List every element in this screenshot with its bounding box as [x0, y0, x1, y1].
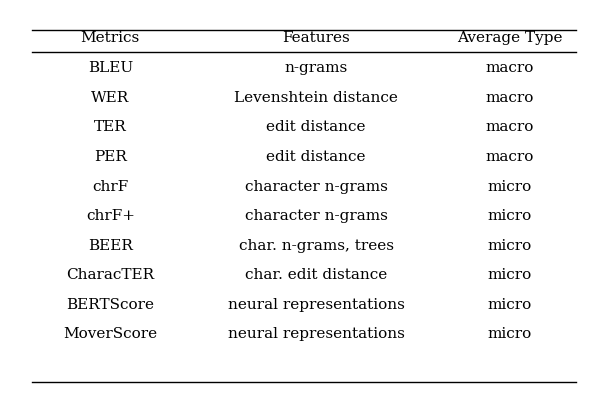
- Text: edit distance: edit distance: [266, 120, 366, 134]
- Text: BERTScore: BERTScore: [66, 298, 154, 312]
- Text: micro: micro: [488, 298, 532, 312]
- Text: micro: micro: [488, 328, 532, 341]
- Text: macro: macro: [486, 61, 534, 75]
- Text: PER: PER: [94, 150, 126, 164]
- Text: Average Type: Average Type: [457, 31, 562, 45]
- Text: micro: micro: [488, 209, 532, 223]
- Text: character n-grams: character n-grams: [244, 180, 387, 193]
- Text: neural representations: neural representations: [227, 328, 404, 341]
- Text: TER: TER: [94, 120, 126, 134]
- Text: BLEU: BLEU: [88, 61, 133, 75]
- Text: MoverScore: MoverScore: [63, 328, 157, 341]
- Text: BEER: BEER: [88, 239, 133, 253]
- Text: character n-grams: character n-grams: [244, 209, 387, 223]
- Text: micro: micro: [488, 180, 532, 193]
- Text: Features: Features: [282, 31, 350, 45]
- Text: neural representations: neural representations: [227, 298, 404, 312]
- Text: macro: macro: [486, 120, 534, 134]
- Text: CharacTER: CharacTER: [66, 268, 154, 282]
- Text: Metrics: Metrics: [81, 31, 140, 45]
- Text: micro: micro: [488, 268, 532, 282]
- Text: char. n-grams, trees: char. n-grams, trees: [238, 239, 393, 253]
- Text: micro: micro: [488, 239, 532, 253]
- Text: macro: macro: [486, 91, 534, 105]
- Text: chrF+: chrF+: [86, 209, 135, 223]
- Text: WER: WER: [91, 91, 130, 105]
- Text: Levenshtein distance: Levenshtein distance: [234, 91, 398, 105]
- Text: char. edit distance: char. edit distance: [245, 268, 387, 282]
- Text: n-grams: n-grams: [285, 61, 348, 75]
- Text: edit distance: edit distance: [266, 150, 366, 164]
- Text: chrF: chrF: [92, 180, 128, 193]
- Text: macro: macro: [486, 150, 534, 164]
